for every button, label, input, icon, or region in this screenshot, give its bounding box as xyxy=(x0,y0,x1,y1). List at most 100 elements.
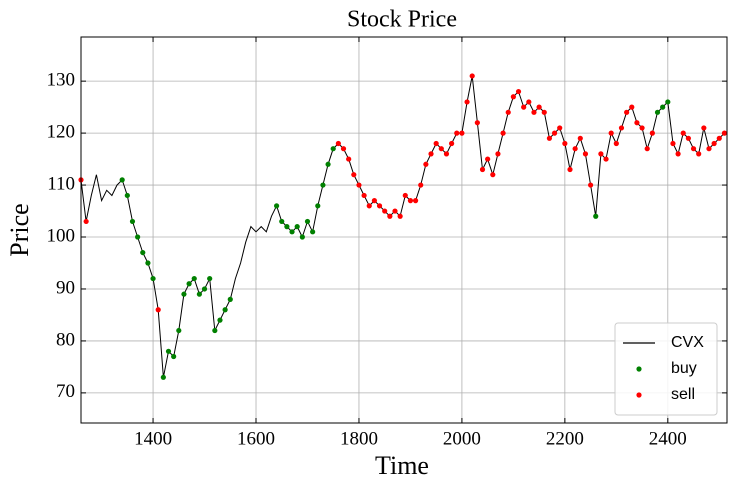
sell-point xyxy=(634,120,640,126)
buy-point xyxy=(212,327,218,334)
buy-point xyxy=(315,203,321,209)
legend-swatch xyxy=(636,392,642,398)
legend-label: buy xyxy=(671,360,697,377)
buy-point xyxy=(145,260,151,266)
buy-point xyxy=(304,218,311,225)
sell-point xyxy=(680,130,686,136)
sell-point xyxy=(670,140,676,147)
y-tick-label: 120 xyxy=(47,121,76,142)
buy-point xyxy=(196,291,202,297)
sell-point xyxy=(490,172,496,178)
sell-point xyxy=(474,120,480,126)
buy-point xyxy=(665,99,671,105)
sell-point xyxy=(469,73,475,79)
sell-point xyxy=(551,130,558,136)
sell-point xyxy=(366,203,372,209)
sell-point xyxy=(351,172,357,178)
y-axis-label: Price xyxy=(5,203,34,256)
buy-point xyxy=(289,229,295,235)
y-tick-label: 80 xyxy=(56,329,75,350)
sell-point xyxy=(459,130,465,136)
buy-point xyxy=(279,218,285,225)
sell-point xyxy=(577,135,583,141)
buy-point xyxy=(320,182,326,188)
sell-point xyxy=(500,130,506,136)
buy-point xyxy=(217,317,223,323)
sell-point xyxy=(613,140,619,147)
y-tick-label: 110 xyxy=(47,173,75,194)
buy-point xyxy=(181,291,187,297)
buy-point xyxy=(222,307,228,313)
sell-point xyxy=(618,125,625,131)
sell-point xyxy=(526,99,532,105)
y-tick-label: 130 xyxy=(47,70,76,91)
sell-point xyxy=(392,208,398,214)
buy-point xyxy=(330,146,336,152)
sell-point xyxy=(505,109,511,115)
buy-point xyxy=(150,275,156,282)
sell-point xyxy=(428,151,434,157)
sell-point xyxy=(376,203,383,209)
buy-point xyxy=(274,203,280,209)
y-tick-label: 90 xyxy=(56,277,75,298)
buy-point xyxy=(135,234,141,240)
buy-point xyxy=(171,353,177,360)
sell-point xyxy=(567,166,573,173)
buy-point xyxy=(165,348,172,354)
sell-point xyxy=(608,130,614,136)
sell-point xyxy=(546,135,553,141)
sell-point xyxy=(387,213,393,219)
sell-point xyxy=(361,192,367,199)
x-tick-label: 1400 xyxy=(134,428,172,449)
buy-point xyxy=(299,234,305,240)
sell-point xyxy=(598,151,604,157)
sell-point xyxy=(510,94,516,100)
sell-point xyxy=(531,109,537,115)
sell-point xyxy=(701,125,707,131)
chart-title: Stock Price xyxy=(347,7,457,33)
buy-point xyxy=(284,224,290,230)
sell-point xyxy=(690,146,697,152)
sell-point xyxy=(495,151,501,157)
sell-point xyxy=(382,208,388,214)
sell-point xyxy=(485,156,491,162)
sell-point xyxy=(541,109,547,115)
buy-point xyxy=(160,374,166,380)
sell-point xyxy=(412,198,419,204)
y-tick-label: 100 xyxy=(47,225,76,246)
sell-point xyxy=(639,125,645,131)
legend-box xyxy=(614,322,718,416)
sell-point xyxy=(536,104,542,110)
legend-swatch xyxy=(636,366,642,372)
sell-point xyxy=(675,151,681,157)
sell-point xyxy=(587,182,594,188)
x-tick-label: 1600 xyxy=(237,428,275,449)
buy-point xyxy=(124,192,130,199)
sell-point xyxy=(371,198,378,204)
sell-point xyxy=(649,130,655,136)
sell-point xyxy=(696,151,702,157)
buy-point xyxy=(207,275,213,282)
sell-point xyxy=(629,104,635,110)
sell-point xyxy=(155,307,161,313)
sell-point xyxy=(716,135,722,141)
y-tick-label: 70 xyxy=(56,381,75,402)
sell-point xyxy=(397,213,403,219)
sell-point xyxy=(438,146,444,152)
buy-point xyxy=(660,104,666,110)
sell-point xyxy=(449,140,455,147)
buy-point xyxy=(129,218,136,225)
sell-point xyxy=(340,146,347,152)
sell-point xyxy=(582,151,589,157)
sell-point xyxy=(644,146,650,152)
sell-point xyxy=(624,109,630,115)
sell-point xyxy=(521,104,527,110)
sell-point xyxy=(443,151,450,157)
sell-point xyxy=(464,99,470,105)
sell-point xyxy=(685,135,691,141)
sell-point xyxy=(335,140,341,147)
buy-point xyxy=(140,249,146,256)
plot-frame xyxy=(80,36,728,424)
sell-point xyxy=(83,218,89,225)
